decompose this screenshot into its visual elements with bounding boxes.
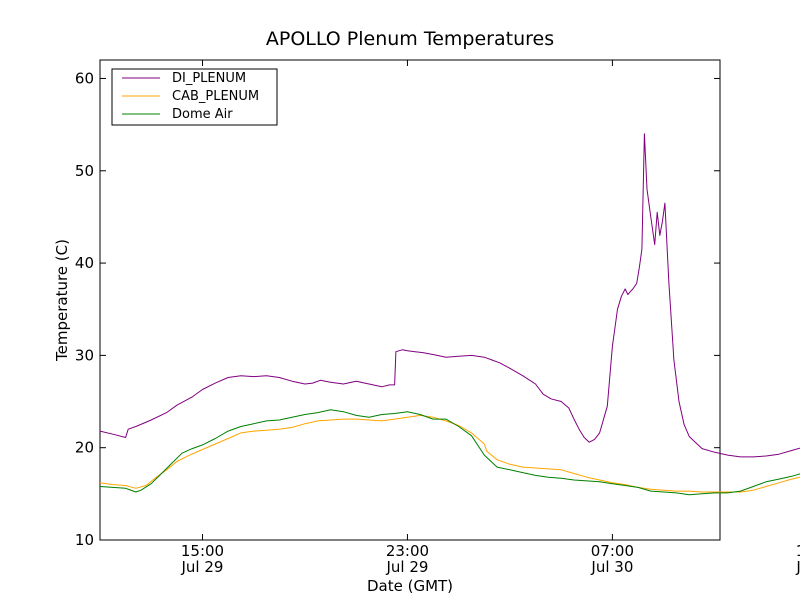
x-tick-label-date: Jul 30 [795,558,800,576]
series-line-dome-air [99,409,800,496]
x-tick-label-date: Jul 29 [181,558,224,576]
y-tick-label: 10 [75,531,94,549]
legend-label-dome-air: Dome Air [172,107,233,122]
y-tick-label: 30 [75,346,94,364]
x-tick-label-time: 23:00 [386,542,429,560]
legend: DI_PLENUM CAB_PLENUM Dome Air [111,68,278,126]
x-tick-label-time: 15:00 [181,542,224,560]
x-tick-label-date: Jul 29 [385,558,428,576]
y-tick-label: 60 [75,69,94,87]
x-tick-label-date: Jul 30 [590,558,633,576]
x-tick-label-time: 07:00 [591,542,634,560]
series-layer [99,133,800,496]
y-tick-label: 50 [75,162,94,180]
plot-frame [99,59,721,541]
y-axis-label: Temperature (C) [53,239,71,362]
y-tick-label: 20 [75,439,94,457]
x-axis-label: Date (GMT) [367,577,453,595]
x-tick-label-time: 15:00 [796,542,800,560]
series-line-cab-plenum [99,414,800,493]
legend-label-cab-plenum: CAB_PLENUM [172,89,259,104]
y-tick-label: 40 [75,254,94,272]
series-line-di-plenum [99,133,800,458]
chart-title: APOLLO Plenum Temperatures [266,28,554,50]
legend-label-di-plenum: DI_PLENUM [172,71,246,86]
